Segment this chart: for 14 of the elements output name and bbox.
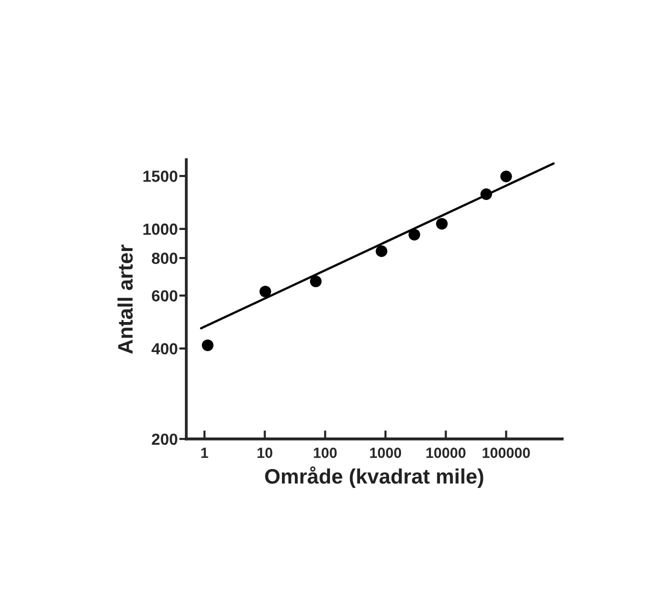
x-tick-label: 10 [258, 448, 272, 458]
x-tick-label: 1000 [370, 448, 402, 458]
y-tick-label: 1500 [143, 170, 178, 182]
y-tick-label: 1000 [143, 224, 178, 235]
x-tick-label: 100 [314, 448, 337, 458]
x-axis-title: Område (kvadrat mile) [265, 466, 484, 488]
x-tick-label: 100000 [482, 448, 530, 458]
y-tick-label: 200 [152, 434, 178, 445]
x-tick-label: 1 [201, 448, 208, 458]
y-tick-label: 400 [152, 343, 178, 354]
y-axis-title: Antall arter [117, 244, 133, 354]
y-tick-label: 800 [152, 252, 178, 264]
x-tick-label: 10000 [426, 448, 466, 458]
y-tick-label: 600 [152, 290, 178, 302]
